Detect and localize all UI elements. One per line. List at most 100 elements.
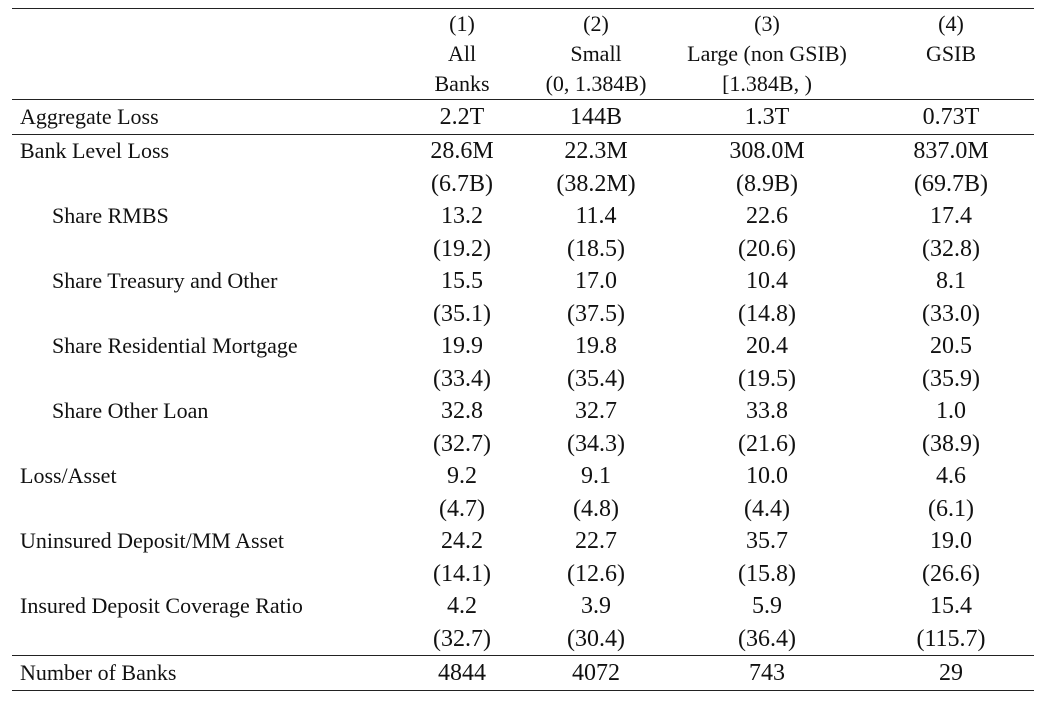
table-cell-sd: (6.7B) xyxy=(431,170,493,197)
table-cell-sd: (33.4) xyxy=(433,365,491,392)
table-row: Uninsured Deposit/MM Asset 24.2 22.7 35.… xyxy=(12,525,1034,558)
row-label: Bank Level Loss xyxy=(12,134,398,168)
table-cell: 4844 xyxy=(398,655,526,691)
column-title: GSIB xyxy=(925,41,977,66)
row-label: Share Other Loan xyxy=(52,398,209,423)
row-label: Insured Deposit Coverage Ratio xyxy=(20,593,303,618)
table-row-sd: (14.1) (12.6) (15.8) (26.6) xyxy=(12,558,1034,591)
table-row-sd: (33.4) (35.4) (19.5) (35.9) xyxy=(12,363,1034,396)
row-label: Loss/Asset xyxy=(20,463,117,488)
table-cell: 13.2 xyxy=(441,203,483,229)
table-cell-sd: (30.4) xyxy=(567,625,625,652)
column-subtitle: (0, 1.384B) xyxy=(545,71,647,96)
table-cell-sd: (34.3) xyxy=(567,430,625,457)
table-cell: 19.8 xyxy=(575,333,617,359)
table-cell-sd: (32.7) xyxy=(433,625,491,652)
table-cell: 11.4 xyxy=(575,203,617,229)
table-cell: 32.7 xyxy=(575,398,617,424)
table-cell: 3.9 xyxy=(581,593,611,619)
header-corner xyxy=(12,8,398,100)
header-row: (1) All Banks (2) Small (0, 1.384B) (3) … xyxy=(12,8,1034,100)
table-cell: 144B xyxy=(526,99,666,135)
table-row: Share RMBS 13.2 11.4 22.6 17.4 xyxy=(12,200,1034,233)
table-cell-sd: (38.9) xyxy=(922,430,980,457)
table-row: Bank Level Loss 28.6M 22.3M 308.0M 837.0… xyxy=(12,134,1034,168)
table-cell-sd: (21.6) xyxy=(738,430,796,457)
column-header-4: (4) GSIB xyxy=(868,8,1034,100)
table-cell-sd: (37.5) xyxy=(567,300,625,327)
table-cell: 9.2 xyxy=(447,463,477,489)
table-cell: 10.0 xyxy=(746,463,788,489)
table-row: Insured Deposit Coverage Ratio 4.2 3.9 5… xyxy=(12,590,1034,623)
table-cell-sd: (20.6) xyxy=(738,235,796,262)
table-cell: 5.9 xyxy=(752,593,782,619)
table-cell: 837.0M xyxy=(868,134,1034,168)
table-cell: 2.2T xyxy=(398,99,526,135)
table-cell-sd: (32.7) xyxy=(433,430,491,457)
table-row: Share Residential Mortgage 19.9 19.8 20.… xyxy=(12,330,1034,363)
table-cell-sd: (19.5) xyxy=(738,365,796,392)
column-subtitle: Banks xyxy=(434,71,490,96)
column-title: Small xyxy=(570,41,622,66)
table-cell: 9.1 xyxy=(581,463,611,489)
table-cell: 19.9 xyxy=(441,333,483,359)
row-label: Aggregate Loss xyxy=(12,99,398,135)
table-cell: 10.4 xyxy=(746,268,788,294)
table-cell: 743 xyxy=(666,655,868,691)
row-label: Share Treasury and Other xyxy=(52,268,278,293)
table-cell: 0.73T xyxy=(868,99,1034,135)
column-subtitle xyxy=(868,69,1034,99)
table-cell-sd: (115.7) xyxy=(916,625,986,652)
table-cell: 29 xyxy=(868,655,1034,691)
row-label: Share Residential Mortgage xyxy=(52,333,298,358)
table-cell-sd: (32.8) xyxy=(922,235,980,262)
table-cell: 15.4 xyxy=(930,593,972,619)
table-cell: 20.5 xyxy=(930,333,972,359)
table-row: Aggregate Loss 2.2T 144B 1.3T 0.73T xyxy=(12,99,1034,135)
table-cell: 22.3M xyxy=(526,134,666,168)
table-cell-sd: (19.2) xyxy=(433,235,491,262)
column-header-1: (1) All Banks xyxy=(398,8,526,100)
table-cell-sd: (35.1) xyxy=(433,300,491,327)
table-cell: 4.6 xyxy=(936,463,966,489)
table-cell: 19.0 xyxy=(930,528,972,554)
table-cell: 32.8 xyxy=(441,398,483,424)
table-cell-sd: (14.1) xyxy=(433,560,491,587)
table-row: Loss/Asset 9.2 9.1 10.0 4.6 xyxy=(12,460,1034,493)
table-cell: 22.7 xyxy=(575,528,617,554)
row-label: Number of Banks xyxy=(12,655,398,691)
table-cell-sd: (33.0) xyxy=(922,300,980,327)
table-body: Aggregate Loss 2.2T 144B 1.3T 0.73T Bank… xyxy=(12,99,1034,691)
table-cell-sd: (14.8) xyxy=(738,300,796,327)
table-row-sd: (32.7) (30.4) (36.4) (115.7) xyxy=(12,623,1034,656)
table-cell: 8.1 xyxy=(936,268,966,294)
table-cell-sd: (4.4) xyxy=(744,495,790,522)
table-cell: 35.7 xyxy=(746,528,788,554)
table-cell-sd: (4.7) xyxy=(439,495,485,522)
table-cell-sd: (4.8) xyxy=(573,495,619,522)
table-row-sd: (19.2) (18.5) (20.6) (32.8) xyxy=(12,233,1034,266)
table-cell-sd: (6.1) xyxy=(928,495,974,522)
column-number: (4) xyxy=(938,11,964,36)
table-cell-sd: (26.6) xyxy=(922,560,980,587)
row-label: Uninsured Deposit/MM Asset xyxy=(20,528,284,553)
table-cell-sd: (69.7B) xyxy=(914,170,988,197)
column-header-2: (2) Small (0, 1.384B) xyxy=(526,8,666,100)
column-number: (1) xyxy=(449,11,475,36)
table-cell-sd: (18.5) xyxy=(567,235,625,262)
table-cell: 17.0 xyxy=(575,268,617,294)
table-cell: 33.8 xyxy=(746,398,788,424)
table-row-sd: (35.1) (37.5) (14.8) (33.0) xyxy=(12,298,1034,331)
table-row-sd: (6.7B) (38.2M) (8.9B) (69.7B) xyxy=(12,168,1034,201)
column-title: All xyxy=(447,41,477,66)
table-cell-sd: (35.9) xyxy=(922,365,980,392)
row-label: Share RMBS xyxy=(52,203,169,228)
table-cell-sd: (8.9B) xyxy=(736,170,798,197)
table-row: Share Treasury and Other 15.5 17.0 10.4 … xyxy=(12,265,1034,298)
column-number: (3) xyxy=(754,11,780,36)
table-cell-sd: (36.4) xyxy=(738,625,796,652)
table-row: Share Other Loan 32.8 32.7 33.8 1.0 xyxy=(12,395,1034,428)
table-cell: 1.3T xyxy=(666,99,868,135)
table-cell-sd: (15.8) xyxy=(738,560,796,587)
